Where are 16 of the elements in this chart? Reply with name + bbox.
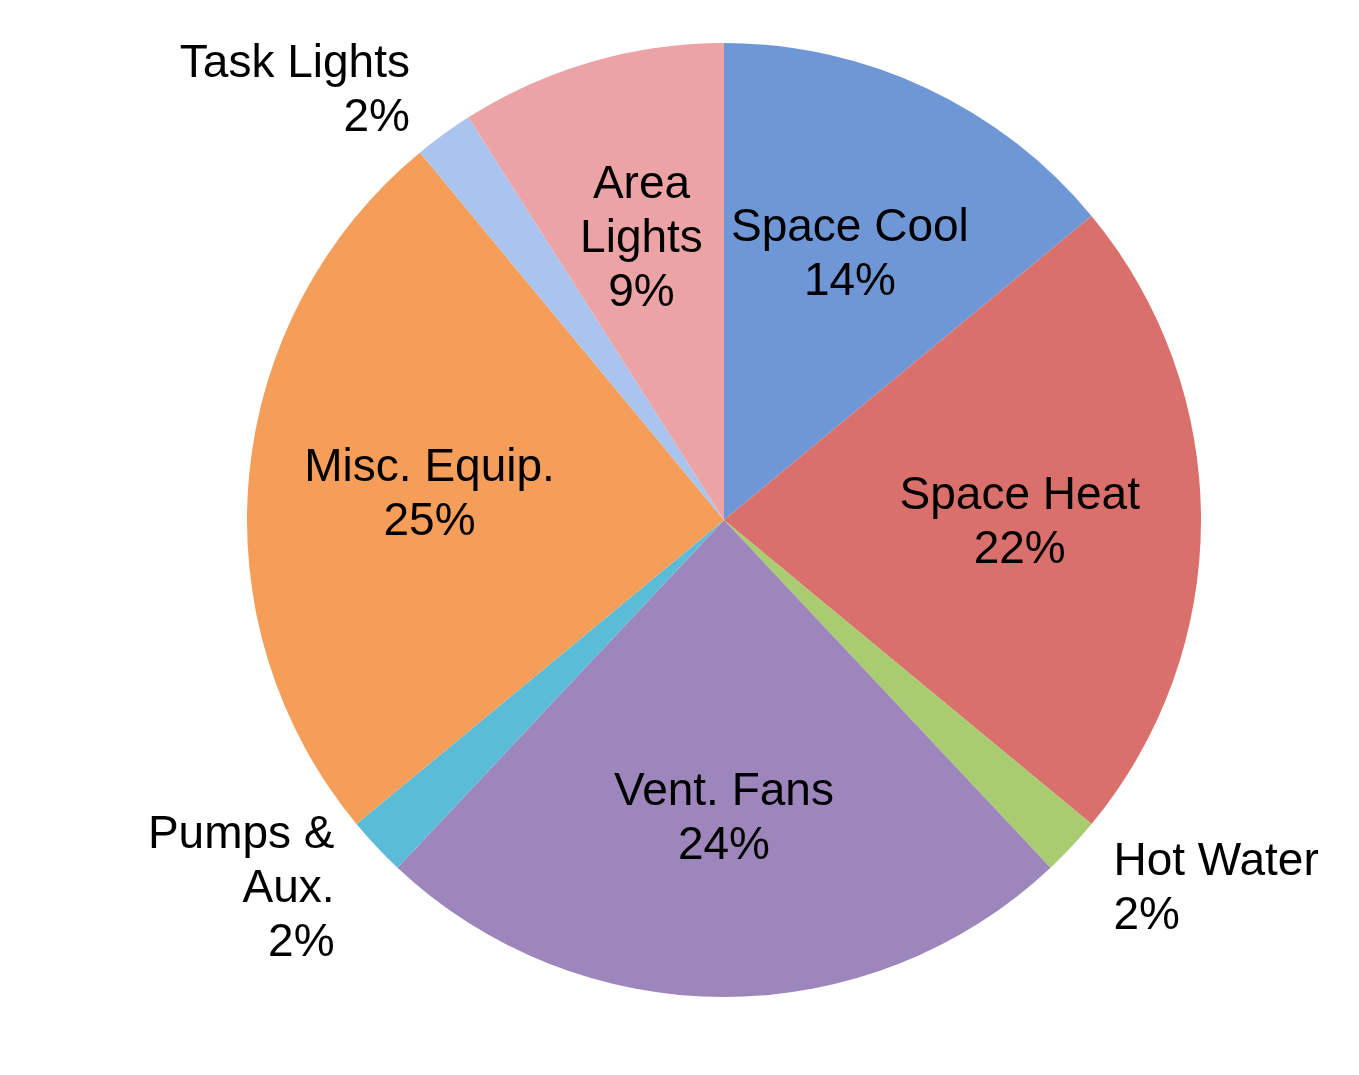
slice-label: Vent. Fans [614,762,834,815]
data-label: 2% [1113,886,1180,939]
data-label: 24% [677,816,771,869]
data-label: 22% [973,521,1066,573]
data-label: 25% [383,493,476,546]
slice-label: Area Lights [580,156,703,262]
data-label: 2% [268,913,335,966]
data-label: 9% [608,264,675,316]
slice-label: Space Cool [731,199,969,252]
slice-label: Pumps & Aux. [147,805,335,912]
slice-label: Task Lights [179,34,410,87]
data-label: 2% [343,88,410,141]
data-label: 14% [803,253,896,306]
slice-label: Misc. Equip. [304,439,555,492]
slice-label: Space Heat [899,467,1141,519]
slice-label: Hot Water [1113,832,1319,885]
